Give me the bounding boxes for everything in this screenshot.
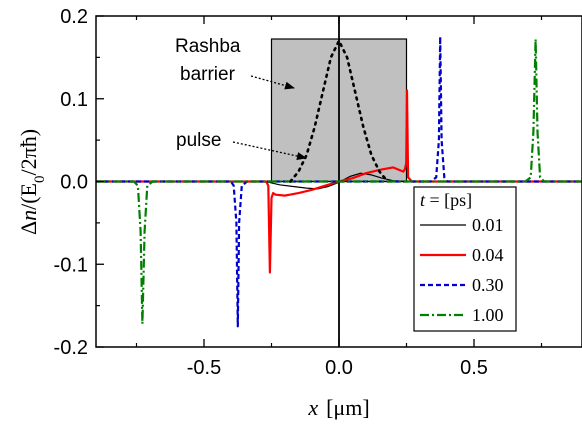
legend: t = [ps] 0.01 0.04 0.30 1.00	[413, 186, 517, 332]
legend-box	[413, 186, 517, 332]
y-axis-delta: Δ	[16, 221, 41, 235]
y-tick-label: 0.0	[60, 172, 88, 194]
y-axis-title: Δn/(E0/2πħ)	[16, 129, 48, 235]
legend-label-0-30: 0.30	[472, 275, 504, 295]
annotation-rashba-line2: barrier	[180, 64, 236, 85]
x-tick-label: -0.5	[187, 357, 221, 379]
legend-label-0-04: 0.04	[472, 245, 504, 265]
x-axis-unit: [μm]	[326, 395, 370, 420]
x-tick-label: 0.5	[460, 357, 488, 379]
annotation-pulse-arrow	[232, 141, 307, 160]
annotation-pulse: pulse	[176, 130, 221, 151]
y-axis-rest: /(E	[16, 183, 41, 210]
y-tick-label: 0.1	[60, 89, 88, 111]
y-tick-label: -0.1	[54, 254, 88, 276]
x-axis-title: x [μm]	[307, 395, 369, 420]
y-tick-label: -0.2	[54, 337, 88, 359]
legend-label-0-01: 0.01	[472, 215, 504, 235]
annotation-rashba-line1: Rashba	[175, 36, 241, 57]
x-axis-symbol: x	[307, 395, 318, 420]
y-axis-end: /2πħ)	[16, 129, 41, 176]
y-tick-label: 0.2	[60, 6, 88, 28]
series-line-1-00	[96, 38, 582, 325]
x-tick-label: 0.0	[325, 357, 353, 379]
legend-title: t = [ps]	[420, 190, 472, 210]
y-axis-subscript: 0	[32, 176, 48, 184]
legend-label-1-00: 1.00	[472, 305, 504, 325]
annotation-rashba-arrow	[250, 75, 295, 90]
legend-title-symbol: t	[420, 190, 426, 210]
annotation-rashba: Rashba barrier	[175, 36, 246, 85]
y-axis-symbol: n	[16, 210, 41, 221]
legend-title-rest: = [ps]	[425, 190, 472, 210]
